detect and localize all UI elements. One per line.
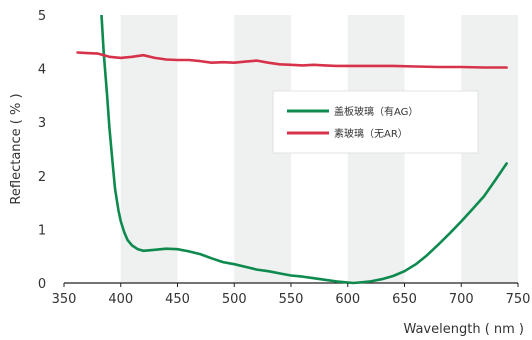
series-line-plain-glass — [76, 51, 508, 69]
y-axis-title: Reflectance ( % ) — [9, 93, 24, 204]
series-line-ag-glass — [100, 15, 508, 285]
x-tick-label-400: 400 — [108, 292, 133, 307]
legend-box — [272, 90, 479, 154]
series-lines — [76, 15, 508, 285]
x-tick-label-600: 600 — [335, 292, 360, 307]
x-axis-title: Wavelength ( nm ) — [403, 322, 524, 337]
legend-label-ag-glass: 盖板玻璃（有AG） — [334, 105, 418, 118]
x-tick-labels: 350 400 450 500 550 600 650 700 750 — [52, 283, 531, 307]
y-tick-label-0: 0 — [38, 277, 46, 292]
legend: 盖板玻璃（有AG） 素玻璃（无AR） — [272, 90, 479, 154]
legend-label-plain-glass: 素玻璃（无AR） — [334, 127, 408, 140]
x-tick-label-650: 650 — [392, 292, 417, 307]
x-tick-label-700: 700 — [449, 292, 474, 307]
y-tick-labels: 0 1 2 3 4 5 — [38, 9, 46, 292]
y-tick-label-3: 3 — [38, 116, 46, 131]
y-tick-label-2: 2 — [38, 170, 46, 185]
x-tick-label-550: 550 — [279, 292, 304, 307]
y-tick-label-1: 1 — [38, 223, 46, 238]
x-tick-label-750: 750 — [506, 292, 531, 307]
x-tick-label-450: 450 — [165, 292, 190, 307]
y-tick-label-4: 4 — [38, 63, 46, 78]
x-tick-label-350: 350 — [52, 292, 77, 307]
x-tick-label-500: 500 — [222, 292, 247, 307]
y-tick-label-5: 5 — [38, 9, 46, 24]
